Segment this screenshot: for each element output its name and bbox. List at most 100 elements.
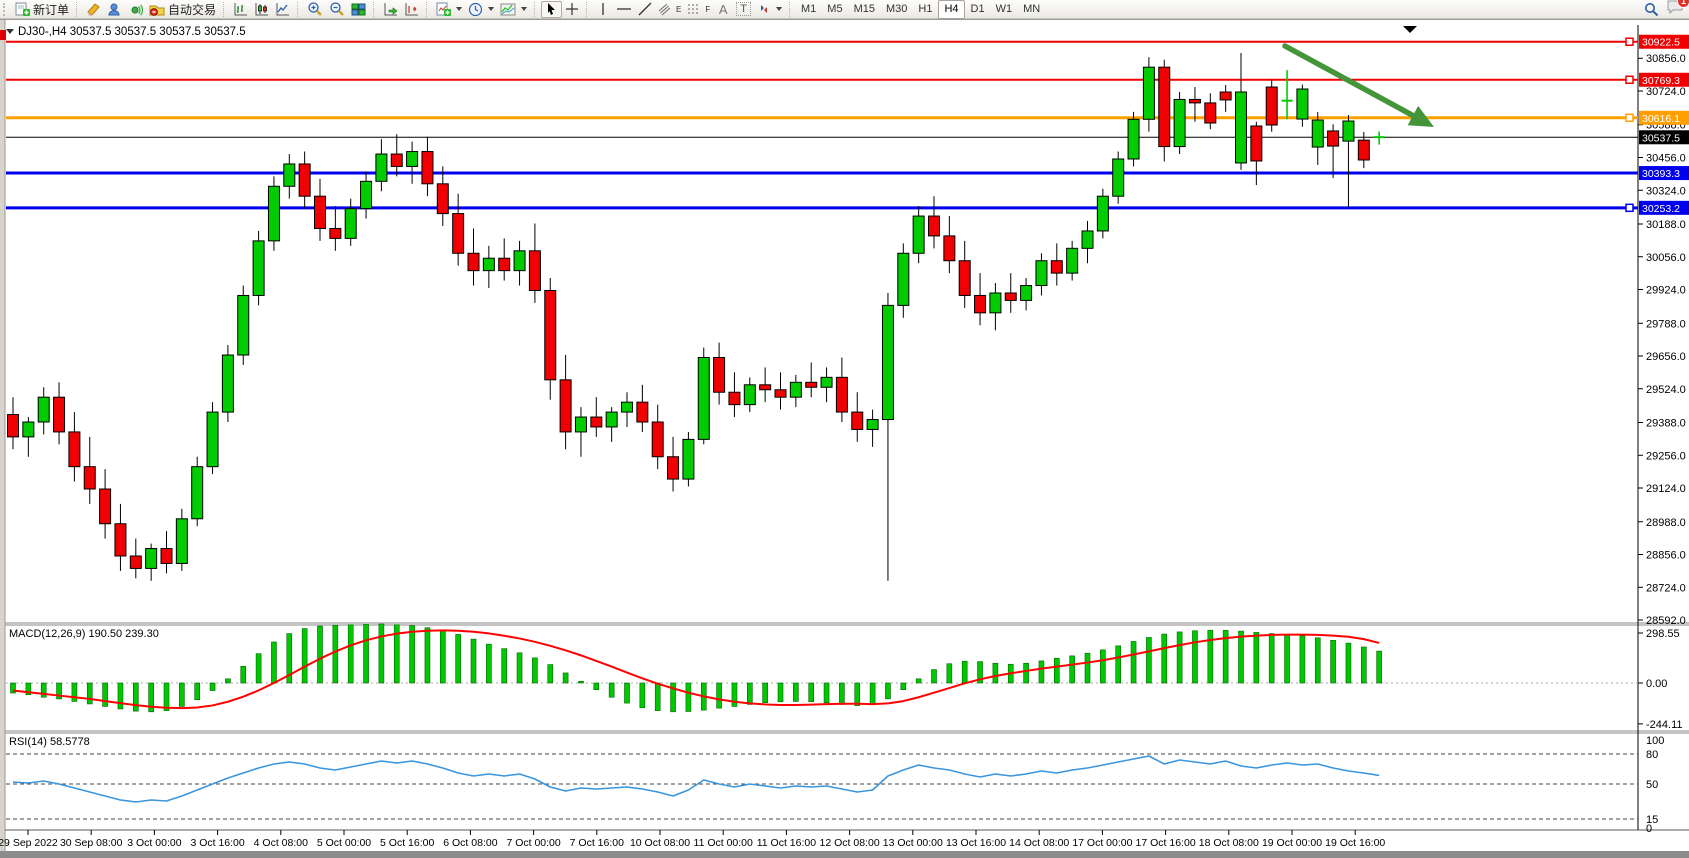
price-tick-label: 28856.0 [1646,550,1686,562]
bull-candle [605,411,618,428]
rsi-axis[interactable]: 100 80 50 150 [1646,735,1664,835]
community-button[interactable] [104,1,125,18]
periods-caret [488,7,495,11]
notifications-button[interactable]: 1 [1667,0,1689,19]
toolbar-separator [76,1,79,17]
arrows-tool-button[interactable] [754,1,785,18]
svg-text:30922.5: 30922.5 [1642,37,1680,49]
bear-candle [7,414,19,438]
bear-candle [805,381,818,388]
autotrading-icon [149,5,165,16]
level-price-badge: 30616.1 [1639,110,1689,125]
bear-candle [544,289,557,381]
window-left-edge [0,19,5,858]
chart-title: DJ30-,H4 30537.5 30537.5 30537.5 30537.5 [18,26,246,38]
bear-candle [452,213,465,254]
timeframe-button-H4[interactable]: H4 [938,0,965,19]
price-tick-label: 30456.0 [1646,153,1686,165]
price-tick-label: 29388.0 [1646,418,1686,430]
equidistant-channel-tool-button[interactable]: E [655,1,684,18]
bear-candle [1158,66,1171,148]
indicators-button[interactable] [433,1,465,18]
new-order-button[interactable]: 新订单 [12,1,72,18]
bull-candle [1173,98,1186,148]
autotrading-button[interactable]: 自动交易 [146,1,219,18]
line-handle[interactable] [1625,113,1634,123]
zoom-in-button[interactable] [304,1,326,18]
market-watch-button[interactable] [125,1,146,18]
one-click-trading-marker[interactable] [0,30,6,40]
timeframe-button-D1[interactable]: D1 [970,3,985,15]
price-tick-label: 28592.0 [1646,615,1686,627]
bull-candle [743,384,756,406]
bull-candle [1096,195,1109,232]
text-tool-button[interactable]: A [713,1,733,18]
periods-button[interactable] [465,1,497,18]
line-handle[interactable] [1625,37,1634,46]
notification-badge: 1 [1677,0,1689,8]
bull-candle [221,354,234,413]
bear-candle [636,401,649,423]
level-price-badge: 30393.3 [1639,166,1689,181]
candlestick-chart-button[interactable] [251,1,272,18]
scroll-indicator[interactable] [1403,26,1417,33]
svg-text:30769.3: 30769.3 [1642,75,1680,87]
zoom-in-icon [308,2,322,16]
text-tool-letter: A [718,1,728,17]
tile-windows-button[interactable] [348,1,369,18]
chart-shift-button[interactable] [401,1,422,18]
timeframe-button-M30[interactable]: M30 [885,3,908,15]
text-label-tool-button[interactable]: T [733,1,754,18]
time-tick-label: 30 Sep 08:00 [60,837,123,849]
templates-button[interactable] [497,1,530,18]
time-tick-label: 5 Oct 16:00 [380,837,434,849]
metaeditor-button[interactable] [83,1,104,18]
chart-menu-caret[interactable] [6,29,14,34]
price-tick-label: 29256.0 [1646,450,1686,462]
timeframe-button-H1[interactable]: H1 [918,3,933,15]
bear-candle [928,215,940,237]
trend-arrow[interactable] [1282,43,1434,127]
cursor-tool-button[interactable] [541,0,563,18]
timeframe-button-W1[interactable]: W1 [995,3,1013,15]
bull-candle [881,304,894,421]
bar-chart-button[interactable] [230,1,251,18]
horizontal-line-tool-button[interactable] [613,1,635,18]
line-handle[interactable] [1625,203,1634,213]
line-handle[interactable] [1625,75,1634,85]
bear-candle [53,396,66,433]
time-axis[interactable]: 29 Sep 2022 30 Sep 08:00 3 Oct 00:00 3 Oct … [0,830,1385,849]
horizontal-line-icon [617,8,632,10]
price-axis[interactable]: 30856.030724.030588.030456.030324.030188… [1638,53,1686,627]
bull-candle [1142,66,1155,120]
timeframe-button-M15[interactable]: M15 [853,3,875,15]
bear-candle [1050,260,1063,274]
macd-axis[interactable]: 298.55 0.00 -244.11 [1638,628,1683,731]
timeframe-button-MN[interactable]: MN [1023,3,1041,15]
svg-text:30616.1: 30616.1 [1642,113,1680,125]
bull-candle [237,294,250,356]
price-tick-label: 28988.0 [1646,517,1686,529]
bull-candle [206,411,219,468]
toolbar-grip[interactable] [3,2,9,16]
bear-candle [759,384,772,391]
timeframe-button-M1[interactable]: M1 [801,3,817,15]
channel-icon [658,3,671,16]
line-chart-button[interactable] [272,1,293,18]
chart-canvas[interactable]: DJ30-,H4 30537.5 30537.5 30537.5 30537.5… [0,19,1689,858]
time-tick-label: 19 Oct 00:00 [1262,837,1322,849]
auto-scroll-button[interactable] [380,1,401,18]
bull-candle [175,518,188,564]
fibonacci-tool-button[interactable]: F [684,1,713,18]
bear-candle [528,250,541,291]
zoom-out-button[interactable] [326,1,348,18]
crosshair-tool-button[interactable] [562,1,582,18]
chart-window[interactable]: DJ30-,H4 30537.5 30537.5 30537.5 30537.5… [0,19,1689,858]
vertical-line-tool-button[interactable] [593,1,613,18]
time-tick-label: 5 Oct 00:00 [317,837,371,849]
timeframe-button-M5[interactable]: M5 [827,3,843,15]
new-order-label: 新订单 [33,2,70,17]
search-icon[interactable] [1644,2,1659,17]
trendline-tool-button[interactable] [635,1,655,18]
time-tick-label: 6 Oct 08:00 [443,837,497,849]
